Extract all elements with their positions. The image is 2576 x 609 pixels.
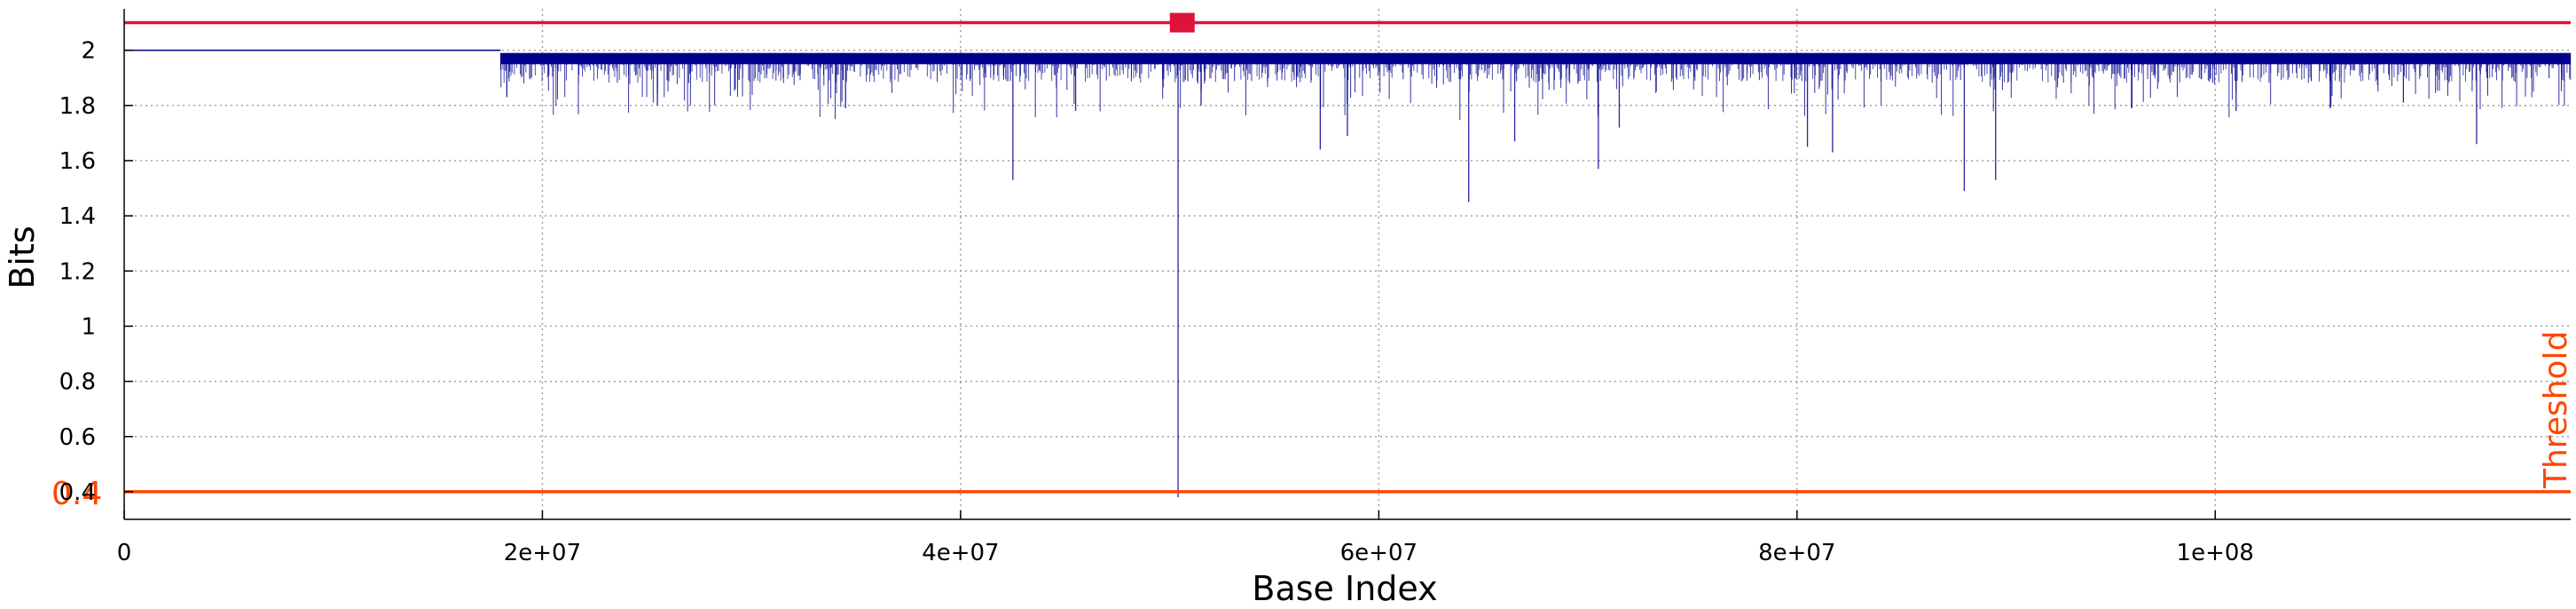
x-tick-label: 1e+08 [2177,540,2254,566]
x-tick-label: 2e+07 [504,540,581,566]
y-tick-label: 1.8 [59,93,96,120]
reference-lines-layer: 0.4 Threshold [51,12,2574,512]
y-tick-label: 1.6 [59,148,96,175]
series-noise-dips [500,52,2571,121]
y-tick-label: 1.4 [59,203,96,230]
x-tick-label: 0 [117,540,132,566]
x-tick-label: 4e+07 [922,540,999,566]
axis-layer: 0.4 0.6 0.8 1 1.2 1.4 1.6 1.8 2 0 2e+07 4e+07 6e+07 8… [59,9,2571,566]
y-axis-title: Bits [3,225,42,289]
threshold-side-label: Threshold [2538,331,2574,489]
y-tick-label: 0.8 [59,369,96,396]
y-tick-label: 0.4 [59,479,96,506]
series-layer [124,49,2572,498]
y-tick-label: 0.6 [59,424,96,451]
y-tick-label: 2 [81,38,96,65]
y-tick-label: 1 [81,313,96,340]
threshold-value-label: 0.4 [51,476,102,512]
x-axis-title: Base Index [1252,569,1437,608]
x-tick-label: 8e+07 [1758,540,1835,566]
x-tick-label: 6e+07 [1340,540,1418,566]
reference-marker [1169,12,1195,33]
y-tick-label: 1.2 [59,258,96,285]
